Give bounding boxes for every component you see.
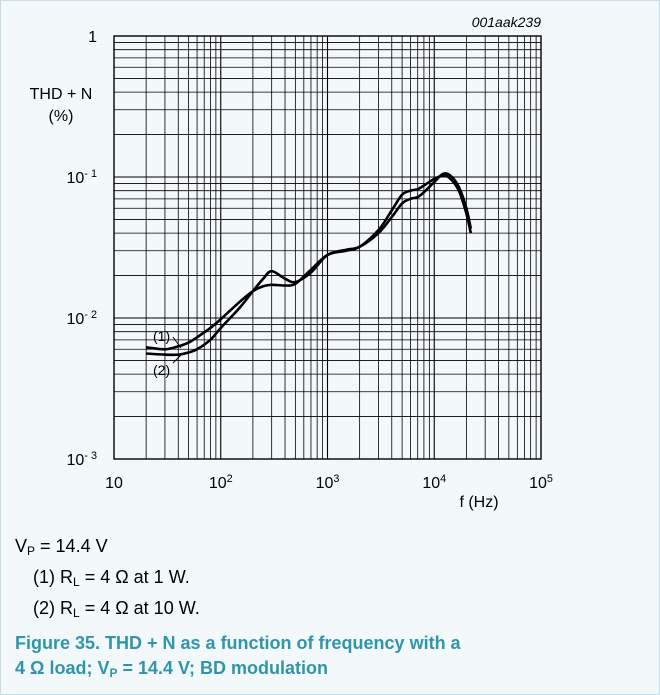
y-tick-label: 10- 1 bbox=[67, 168, 98, 187]
caption-line-1: Figure 35. THD + N as a function of freq… bbox=[15, 633, 461, 653]
series-1-leader bbox=[172, 336, 182, 349]
x-tick-label: 103 bbox=[316, 473, 340, 492]
series-line-1 bbox=[145, 174, 473, 351]
y-axis-unit: (%) bbox=[49, 108, 74, 125]
thd-vs-frequency-chart: 10 102 103 104 105 1 10- 1 10- 2 10- 3 THD + N (%)… bbox=[30, 14, 553, 511]
x-tick-label: 102 bbox=[209, 473, 233, 492]
series-line-2 bbox=[146, 172, 473, 357]
plot-border bbox=[113, 35, 542, 460]
x-axis-label: f (Hz) bbox=[459, 494, 498, 511]
caption-line-2: 4 Ω load; VP = 14.4 V; BD modulation bbox=[15, 658, 329, 680]
vp-note: VP = 14.4 V bbox=[15, 536, 108, 558]
y-tick-label: 10- 2 bbox=[67, 309, 98, 328]
figure-caption: Figure 35. THD + N as a function of freq… bbox=[15, 631, 645, 681]
chart-labels: 10 102 103 104 105 1 10- 1 10- 2 10- 3 THD + N (%)… bbox=[30, 14, 553, 511]
series-2-leader bbox=[172, 354, 182, 364]
figure-id: 001aak239 bbox=[472, 14, 542, 30]
x-tick-label: 104 bbox=[422, 473, 446, 492]
series-label-2: (2) bbox=[153, 362, 170, 378]
y-axis-label: THD + N bbox=[30, 86, 93, 103]
y-tick-label: 10- 3 bbox=[67, 450, 98, 469]
chart-notes: VP = 14.4 V (1) RL = 4 Ω at 1 W. (2) RL … bbox=[15, 531, 200, 624]
note-1: (1) RL = 4 Ω at 1 W. bbox=[33, 567, 190, 589]
note-2: (2) RL = 4 Ω at 10 W. bbox=[33, 598, 200, 620]
chart-grid bbox=[114, 36, 541, 459]
y-tick-label: 1 bbox=[88, 29, 97, 46]
x-tick-label: 105 bbox=[529, 473, 553, 492]
chart-series bbox=[145, 172, 473, 357]
x-tick-label: 10 bbox=[105, 475, 123, 492]
series-label-1: (1) bbox=[153, 328, 170, 344]
